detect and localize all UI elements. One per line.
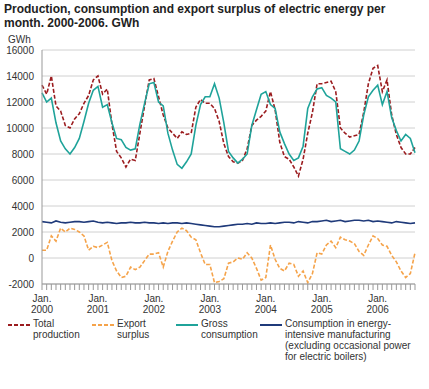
svg-text:0: 0 (28, 253, 34, 264)
svg-text:8000: 8000 (12, 149, 35, 160)
svg-text:Jan.2004: Jan.2004 (255, 293, 278, 314)
svg-text:14000: 14000 (8, 71, 34, 82)
svg-text:Jan.2006: Jan.2006 (367, 293, 390, 314)
svg-text:-2000: -2000 (8, 279, 34, 290)
html-text:Consumption in energy-intensiv: Consumption in energy-intensive manufact… (285, 318, 411, 362)
html-text:Gross consumption: Gross consumption (201, 318, 258, 340)
html-text:Production, consumption and ex: Production, consumption and export surpl… (4, 2, 386, 30)
svg-text:12000: 12000 (8, 97, 34, 108)
svg-text:10000: 10000 (8, 123, 34, 134)
svg-text:Jan.2005: Jan.2005 (311, 293, 334, 314)
svg-text:Jan.2002: Jan.2002 (143, 293, 166, 314)
html-text:Export surplus: Export surplus (117, 318, 150, 340)
svg-text:6000: 6000 (12, 175, 35, 186)
svg-text:Jan.2000: Jan.2000 (31, 293, 54, 314)
svg-text:Jan.2003: Jan.2003 (199, 293, 222, 314)
svg-text:2000: 2000 (12, 227, 35, 238)
svg-text:4000: 4000 (12, 201, 35, 212)
svg-text:Jan.2001: Jan.2001 (87, 293, 110, 314)
svg-text:16000: 16000 (8, 45, 34, 56)
html-text:Total production: Total production (33, 318, 80, 340)
html-text:GWh: GWh (8, 34, 31, 45)
